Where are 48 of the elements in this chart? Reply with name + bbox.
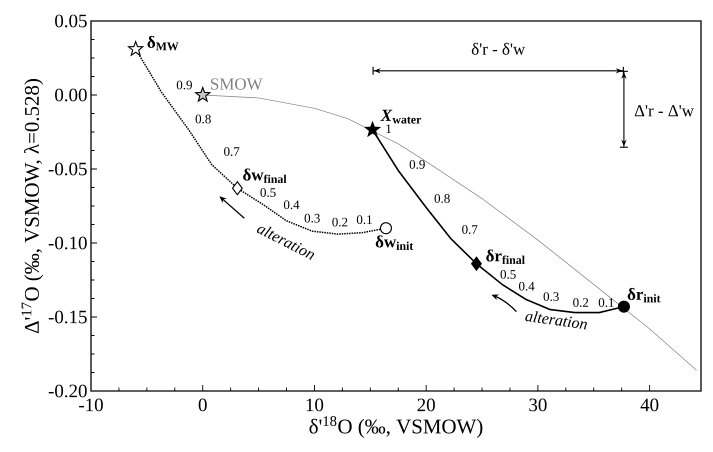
point xyxy=(232,181,243,196)
point xyxy=(380,222,392,234)
series-label: δr$_{final}$ xyxy=(486,249,525,264)
annotation: Δ'r - Δ'w xyxy=(634,105,694,116)
annotation: 0.8 xyxy=(434,194,450,203)
x-tick-label: 40 xyxy=(640,398,658,412)
series-label: δw$_{init}$ xyxy=(376,235,414,250)
series-label: SMOW xyxy=(211,78,263,90)
y-tick-label: -0.15 xyxy=(48,310,87,324)
y-tick-label: -0.20 xyxy=(48,384,87,398)
annotation: 0.9 xyxy=(176,80,192,90)
y-tick-label: -0.05 xyxy=(48,162,87,176)
annotation: 0.4 xyxy=(284,200,300,210)
annotation: 0.3 xyxy=(304,214,320,223)
annotation: 0.9 xyxy=(410,160,425,169)
annotation: alteration xyxy=(525,311,587,330)
y-tick-label: 0.00 xyxy=(55,88,87,102)
annotation: δ'r - δ'w xyxy=(472,42,526,55)
point xyxy=(618,300,630,313)
point xyxy=(364,122,380,136)
annotation: 0.1 xyxy=(598,298,614,307)
x-tick-label: 20 xyxy=(418,398,435,412)
series-label: δr$_{init}$ xyxy=(628,288,660,302)
series-label: X$_{water}$ xyxy=(380,110,422,124)
x-tick-label: 30 xyxy=(529,398,547,412)
point xyxy=(128,41,144,56)
annotation: 0.3 xyxy=(544,292,559,301)
annotation: 0.4 xyxy=(519,282,534,291)
annotation: 0.8 xyxy=(196,114,211,124)
x-tick-label: -10 xyxy=(79,398,103,412)
annotation: 0.2 xyxy=(332,218,348,227)
series-label: δ$_{MW}$ xyxy=(148,36,179,50)
y-axis-title: Δ'$^{17}$O (‰, VSMOW, λ=0.528) xyxy=(22,79,44,334)
annotation: 0.5 xyxy=(260,188,276,197)
annotation: 0.5 xyxy=(500,270,516,279)
x-tick-label: 0 xyxy=(198,398,207,412)
y-tick-label: 0.05 xyxy=(55,14,87,28)
y-tick-label: -0.10 xyxy=(48,236,87,250)
annotation: 0.2 xyxy=(573,298,588,307)
annotation: 0.7 xyxy=(224,147,240,156)
point xyxy=(195,86,210,102)
x-axis-title: δ'$^{18}$O (‰, VSMOW) xyxy=(309,416,482,438)
x-tick-label: 10 xyxy=(306,398,324,412)
annotation: 0.7 xyxy=(462,225,478,234)
annotation: 0.1 xyxy=(356,215,372,224)
series-label: δw$_{final}$ xyxy=(243,168,286,184)
annotation: 1 xyxy=(386,124,392,134)
point xyxy=(471,256,482,271)
